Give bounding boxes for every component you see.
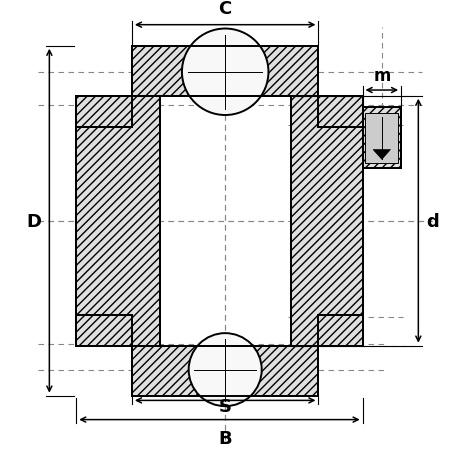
Polygon shape — [76, 96, 160, 346]
Circle shape — [182, 29, 268, 116]
Polygon shape — [290, 96, 362, 346]
Polygon shape — [372, 150, 390, 160]
Polygon shape — [132, 47, 318, 96]
Text: d: d — [425, 212, 438, 230]
Polygon shape — [362, 108, 400, 168]
Polygon shape — [76, 96, 132, 127]
Text: B: B — [218, 429, 231, 447]
Polygon shape — [318, 315, 362, 346]
Polygon shape — [365, 114, 397, 164]
Text: m: m — [372, 67, 390, 85]
Text: S: S — [218, 397, 231, 414]
Polygon shape — [76, 315, 132, 346]
Text: D: D — [27, 212, 42, 230]
Polygon shape — [318, 96, 362, 127]
Text: C: C — [218, 0, 231, 18]
Polygon shape — [132, 346, 318, 396]
Circle shape — [188, 333, 261, 406]
